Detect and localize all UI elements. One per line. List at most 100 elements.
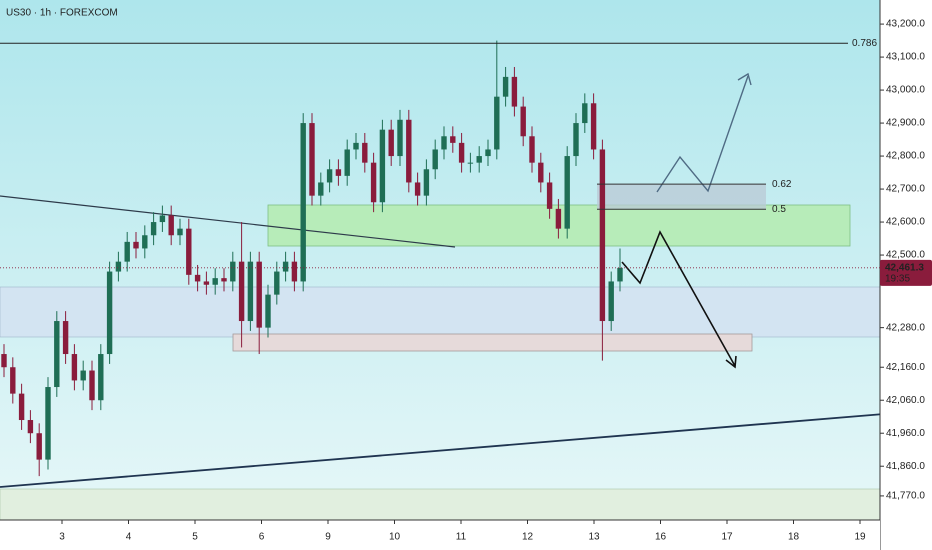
candle-body <box>546 182 553 209</box>
x-tick-label: 16 <box>655 532 667 543</box>
candle-body <box>370 162 377 203</box>
y-tick-label: 41,770.0 <box>886 491 925 502</box>
y-tick-label: 42,060.0 <box>886 395 925 406</box>
candle-body <box>326 169 333 183</box>
candle-body <box>256 261 262 328</box>
candle-body <box>18 393 25 421</box>
demand-band <box>0 488 881 521</box>
candle-body <box>247 261 254 322</box>
projection-arrow <box>656 75 749 193</box>
arrow-head <box>737 72 752 86</box>
x-tick-label: 17 <box>721 532 733 543</box>
candle-body <box>582 103 588 124</box>
candle-body <box>397 119 403 157</box>
candle-body <box>344 149 350 176</box>
candle-body <box>388 129 394 157</box>
y-tick-label: 43,000.0 <box>886 85 925 96</box>
candle-body <box>362 142 368 163</box>
candle-body <box>212 278 218 285</box>
fib-zone <box>597 184 766 209</box>
candle-body <box>291 261 298 282</box>
candle-body <box>36 433 42 460</box>
candle-body <box>476 156 482 163</box>
candle-body <box>282 261 289 272</box>
candle-body <box>608 281 614 322</box>
candle-body <box>379 129 386 203</box>
x-tick-label: 5 <box>192 532 198 543</box>
candle-body <box>318 182 324 196</box>
x-tick-label: 10 <box>389 532 401 543</box>
candle-body <box>590 103 597 150</box>
candle-body <box>168 215 174 236</box>
price-tag-label: 42,461.3 <box>885 262 924 273</box>
candle-body <box>177 228 183 236</box>
candle-body <box>186 228 192 275</box>
candle-body <box>142 235 148 249</box>
candle-body <box>194 274 201 282</box>
candle-body <box>265 294 271 328</box>
y-tick-label: 42,700.0 <box>886 184 925 195</box>
candle-body <box>54 321 60 388</box>
candle-body <box>485 149 491 157</box>
level-label: 0.786 <box>852 38 877 49</box>
candle-body <box>230 261 236 282</box>
candle-body <box>467 162 474 164</box>
gray-zone <box>232 333 753 352</box>
x-tick-label: 6 <box>259 532 265 543</box>
candle-body <box>62 321 69 355</box>
candle-body <box>274 271 280 295</box>
candle-body <box>450 136 456 143</box>
price-tag <box>880 259 932 286</box>
candle-body <box>71 354 78 381</box>
x-tick-label: 18 <box>788 532 800 543</box>
candle-body <box>10 367 16 394</box>
level-label: 0.62 <box>772 179 792 190</box>
candle-body <box>98 354 104 401</box>
candle-body <box>529 136 535 163</box>
candle-body <box>1 354 7 368</box>
y-tick-label: 41,960.0 <box>886 428 925 439</box>
x-tick-label: 13 <box>588 532 600 543</box>
y-tick-label: 42,280.0 <box>886 322 925 333</box>
candle-body <box>494 96 500 150</box>
plot-background <box>0 0 880 520</box>
y-tick-label: 43,200.0 <box>886 19 925 30</box>
candle-body <box>406 119 412 183</box>
x-tick-label: 4 <box>126 532 132 543</box>
y-tick-label: 42,160.0 <box>886 362 925 373</box>
candle-body <box>115 261 122 272</box>
y-tick-label: 42,800.0 <box>886 151 925 162</box>
candle-body <box>520 106 526 137</box>
y-tick-label: 42,500.0 <box>886 250 925 261</box>
candle-body <box>555 208 562 229</box>
candle-body <box>203 281 210 285</box>
y-tick-label: 41,860.0 <box>886 461 925 472</box>
candle-body <box>27 420 34 434</box>
support-band <box>0 286 881 338</box>
candle-body <box>564 156 570 229</box>
candles <box>1 40 623 477</box>
candle-body <box>106 271 113 355</box>
projection-arrow <box>621 230 736 367</box>
time-axis <box>0 520 880 550</box>
candle-body <box>89 370 95 401</box>
chart-title: US30 · 1h · FOREXCOM <box>6 8 118 19</box>
x-tick-label: 11 <box>456 532 467 543</box>
candle-body <box>159 215 166 223</box>
y-tick-label: 42,600.0 <box>886 217 925 228</box>
candle-body <box>423 169 430 196</box>
candle-body <box>432 149 438 170</box>
candle-body <box>335 169 342 176</box>
candle-body <box>45 387 51 460</box>
arrow-head <box>725 355 737 369</box>
candle-body <box>309 123 315 196</box>
x-tick-label: 12 <box>522 532 534 543</box>
candle-body <box>573 123 579 157</box>
x-tick-label: 19 <box>854 532 866 543</box>
level-label: 0.5 <box>772 204 786 215</box>
candle-body <box>353 142 359 150</box>
y-tick-label: 43,100.0 <box>886 52 925 63</box>
candle-body <box>538 162 544 183</box>
trendline <box>0 409 932 488</box>
